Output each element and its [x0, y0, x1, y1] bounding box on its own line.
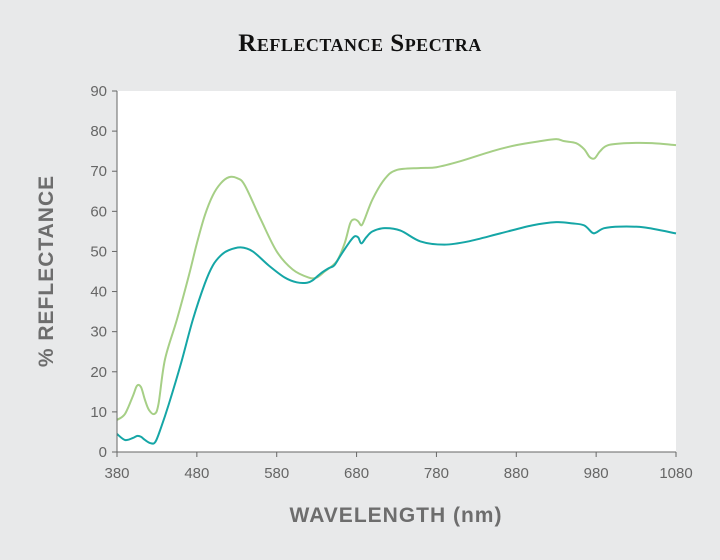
y-tick-label: 80	[90, 123, 107, 140]
y-tick-label: 60	[90, 203, 107, 220]
x-axis-title: WAVELENGTH (nm)	[290, 504, 503, 527]
y-tick-label: 0	[99, 444, 107, 461]
y-tick-label: 30	[90, 324, 107, 341]
series-line-2	[116, 221, 677, 445]
y-tick-label: 20	[90, 364, 107, 381]
y-tick-label: 70	[90, 163, 107, 180]
y-tick-label: 40	[90, 284, 107, 301]
x-tick-label: 580	[264, 465, 289, 482]
chart-title: Reflectance Spectra	[238, 30, 482, 57]
x-tick-label: 680	[344, 465, 369, 482]
y-tick-label: 10	[90, 404, 107, 421]
x-tick-label: 380	[104, 465, 129, 482]
x-tick-label: 480	[184, 465, 209, 482]
x-tick-label: 880	[504, 465, 529, 482]
axis-ticks: 380 480 580 680 780 880 980 1080 0 10 20 30 40 50 60 70…	[90, 83, 692, 482]
y-axis-title: % REFLECTANCE	[35, 175, 58, 367]
y-tick-label: 50	[90, 243, 107, 260]
y-tick-label: 90	[90, 83, 107, 100]
x-tick-label: 980	[584, 465, 609, 482]
series-lines	[116, 138, 677, 445]
x-tick-label: 780	[424, 465, 449, 482]
plot-area	[117, 91, 676, 452]
x-tick-label: 1080	[659, 465, 692, 482]
